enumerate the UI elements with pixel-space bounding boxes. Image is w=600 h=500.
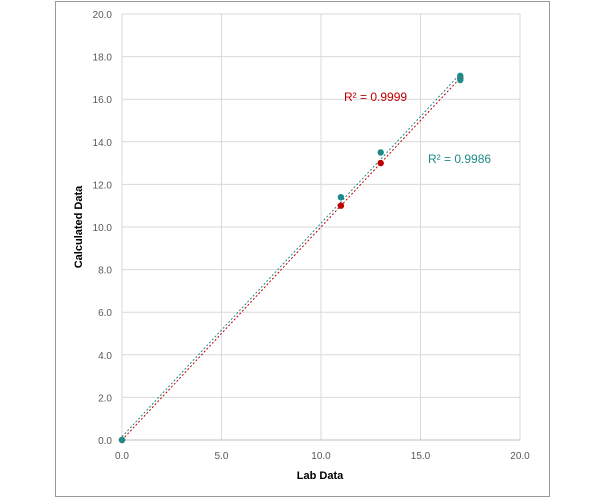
data-point-series-1 bbox=[118, 436, 126, 444]
y-tick-label: 10.0 bbox=[93, 223, 113, 234]
y-tick-label: 8.0 bbox=[98, 266, 112, 277]
data-points bbox=[118, 72, 464, 444]
data-point-series-1 bbox=[337, 193, 345, 201]
x-tick-label: 5.0 bbox=[215, 451, 229, 462]
trendline-series-1 bbox=[121, 73, 461, 438]
y-tick-label: 4.0 bbox=[98, 351, 112, 362]
data-point-series-1 bbox=[377, 149, 384, 156]
trendline-series-0 bbox=[121, 77, 461, 441]
x-tick-labels: 0.0 5.0 10.0 15.0 20.0 bbox=[115, 451, 530, 462]
y-tick-label: 0.0 bbox=[98, 436, 112, 447]
data-point-series-1 bbox=[457, 76, 464, 84]
chart-frame bbox=[55, 1, 550, 497]
x-tick-label: 10.0 bbox=[311, 451, 331, 462]
r-squared-label-red: R² = 0.9999 bbox=[344, 90, 407, 104]
x-axis-title: Lab Data bbox=[297, 470, 344, 482]
y-tick-label: 12.0 bbox=[93, 180, 113, 191]
x-tick-label: 0.0 bbox=[115, 451, 129, 462]
x-tick-label: 15.0 bbox=[411, 451, 431, 462]
y-tick-label: 18.0 bbox=[93, 53, 113, 64]
trendlines bbox=[121, 73, 461, 441]
r-squared-label-teal: R² = 0.9986 bbox=[428, 152, 491, 166]
y-tick-label: 16.0 bbox=[93, 95, 113, 106]
data-point-series-0 bbox=[337, 202, 345, 209]
y-axis-title: Calculated Data bbox=[73, 185, 85, 268]
y-tick-label: 6.0 bbox=[98, 308, 112, 319]
x-tick-label: 20.0 bbox=[510, 451, 530, 462]
data-point-series-0 bbox=[377, 159, 384, 167]
y-tick-label: 20.0 bbox=[93, 10, 113, 21]
y-tick-labels: 0.0 2.0 4.0 6.0 8.0 10.0 12.0 14.0 16.0 18.0 20.0 bbox=[93, 10, 113, 447]
y-tick-label: 2.0 bbox=[98, 393, 112, 404]
y-tick-label: 14.0 bbox=[93, 138, 113, 149]
